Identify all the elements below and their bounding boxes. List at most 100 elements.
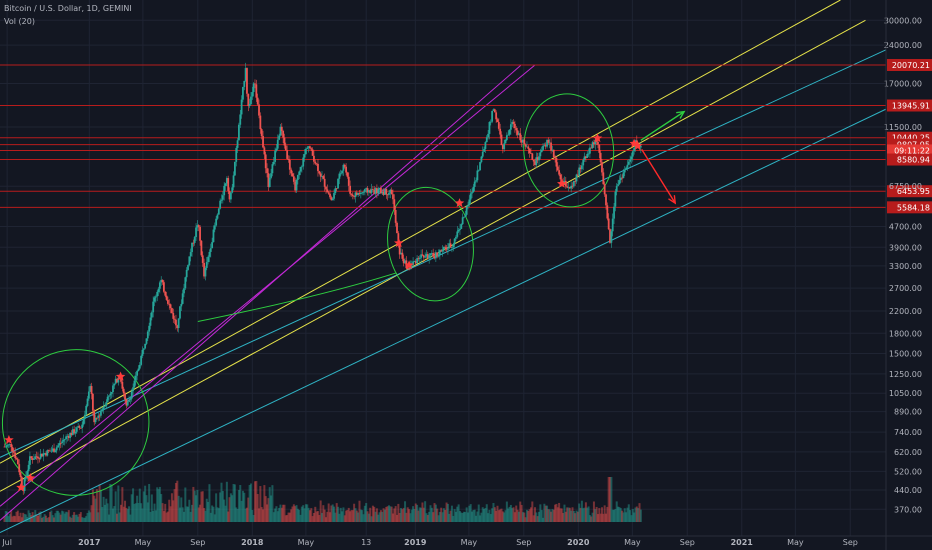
candle-body <box>465 206 468 215</box>
candle-body <box>255 84 258 98</box>
candle-body <box>292 176 295 182</box>
candle-body <box>430 252 433 254</box>
candle-body <box>189 252 192 257</box>
volume-bar <box>229 493 232 522</box>
candle-body <box>243 80 246 87</box>
volume-bar <box>333 506 336 522</box>
candle-body <box>126 401 129 406</box>
candle-body <box>349 185 352 194</box>
volume-indicator-label[interactable]: Vol (20) <box>4 17 35 26</box>
grid <box>0 0 886 536</box>
volume-bar <box>361 510 364 522</box>
candle-body <box>491 110 494 122</box>
candle-body <box>418 257 421 260</box>
volume-bar <box>319 500 322 522</box>
volume-bar <box>259 486 262 522</box>
candle-body <box>621 177 623 179</box>
volume-bar <box>231 495 234 522</box>
candle-body <box>295 179 298 191</box>
x-tick-label: May <box>135 538 152 547</box>
candle-body <box>296 175 299 180</box>
resistance-lines: 20070.2113945.9110440.259807.9509:11:228… <box>0 59 932 214</box>
candle-body <box>507 134 510 136</box>
volume-bar <box>184 487 187 522</box>
candle-body <box>515 128 518 131</box>
candle-body <box>479 162 481 171</box>
volume-bar <box>160 494 163 522</box>
candle-body <box>350 193 353 195</box>
volume-bar <box>7 516 10 522</box>
candle-body <box>244 68 247 81</box>
volume-bar <box>330 505 333 522</box>
candle-body <box>326 189 329 193</box>
volume-bar <box>504 510 507 522</box>
candle-body <box>438 250 441 255</box>
volume-bar <box>322 505 325 522</box>
volume-bar <box>568 507 571 522</box>
volume-bar <box>524 517 527 522</box>
candle-body <box>631 151 634 157</box>
volume-bar <box>497 510 500 522</box>
star-marker <box>404 260 414 270</box>
volume-bar <box>249 483 252 522</box>
candle-body <box>150 312 153 318</box>
volume-bar <box>594 509 597 522</box>
star-markers <box>4 133 643 492</box>
volume-bar <box>441 512 444 522</box>
candle-body <box>538 156 540 161</box>
candle-body <box>11 447 14 452</box>
volume-bar <box>253 481 256 522</box>
candle-body <box>81 424 84 429</box>
candle-body <box>109 393 112 396</box>
star-marker <box>557 178 567 188</box>
volume-bar <box>592 501 595 522</box>
volume-bar <box>42 516 45 522</box>
volume-bar <box>465 507 468 522</box>
volume-bar <box>394 506 397 522</box>
volume-bar <box>542 517 545 522</box>
price-axis[interactable]: 30000.00 24000.00 17000.00 11500.00 6750.00 4… <box>884 0 922 550</box>
candle-body <box>394 209 397 223</box>
y-tick-label: 3900.00 <box>889 243 922 252</box>
candle-body <box>371 189 374 190</box>
volume-bar <box>462 511 465 522</box>
volume-bar <box>556 507 559 522</box>
volume-bar <box>260 507 263 522</box>
candle-body <box>199 226 201 241</box>
candle-body <box>87 391 90 399</box>
level-label: 09:11:22 <box>894 146 930 155</box>
candle-body <box>485 137 488 143</box>
candle-body <box>532 159 535 162</box>
volume-bar <box>279 504 282 522</box>
volume-bar <box>445 502 448 522</box>
volume-bar <box>98 484 101 522</box>
volume-bar <box>575 510 578 522</box>
candle-body <box>140 355 143 365</box>
volume-bar <box>212 506 215 522</box>
candle-body <box>471 192 473 194</box>
candle-body <box>477 170 480 172</box>
annotation-ellipse-2019 <box>387 186 474 302</box>
volume-bar <box>103 504 106 522</box>
time-axis[interactable]: Jul 2017 May Sep 2018 May 13 2019 May Sep 2020 May S… <box>0 535 932 547</box>
volume-bar <box>213 514 216 522</box>
volume-bar <box>442 508 445 522</box>
candle-body <box>591 142 594 148</box>
candle-body <box>124 393 126 400</box>
volume-bar <box>241 490 244 522</box>
candle-body <box>223 185 226 196</box>
candle-body <box>511 121 514 125</box>
candle-body <box>476 170 479 181</box>
candle-body <box>381 191 384 194</box>
candle-body <box>247 93 250 107</box>
candle-body <box>629 159 632 162</box>
volume-bar <box>559 508 562 522</box>
volume-bar <box>188 499 191 522</box>
volume-bar <box>408 509 411 522</box>
candle-body <box>611 218 614 232</box>
volume-bar <box>166 511 169 522</box>
volume-bar <box>61 510 64 522</box>
volume-bar <box>303 508 306 522</box>
candle-body <box>329 193 331 198</box>
